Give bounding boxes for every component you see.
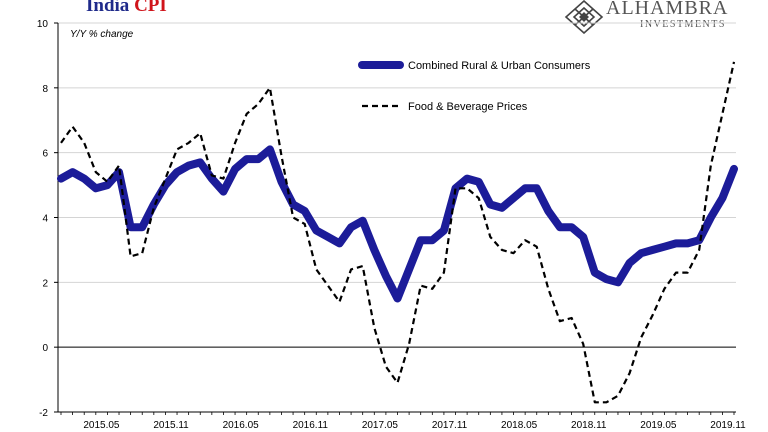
legend: Combined Rural & Urban Consumers Food & B…	[358, 60, 591, 113]
units-note: Y/Y % change	[70, 29, 134, 40]
diamond-lattice-icon	[564, 0, 604, 34]
logo-name: ALHAMBRA	[606, 0, 729, 19]
y-tick-label: 6	[42, 149, 48, 160]
x-tick-label: 2019.05	[640, 420, 677, 431]
y-tick-label: -2	[39, 408, 48, 419]
x-tick-label: 2015.11	[153, 420, 189, 431]
grid-lines	[58, 22, 736, 283]
chart-title: India CPI	[86, 0, 167, 17]
y-tick-label: 0	[42, 343, 48, 354]
y-tick-label: 10	[37, 19, 49, 30]
legend-label-combined: Combined Rural & Urban Consumers	[408, 60, 591, 72]
y-tick-label: 8	[42, 84, 48, 95]
title-cpi: CPI	[134, 0, 167, 16]
series-lines	[57, 61, 738, 404]
x-tick-label: 2018.05	[501, 420, 538, 431]
x-tick-label: 2016.11	[293, 420, 329, 431]
x-tick-label: 2018.11	[571, 420, 607, 431]
axes	[54, 22, 736, 415]
y-tick-label: 4	[42, 214, 48, 225]
series-line-combined	[57, 145, 738, 303]
x-tick-label: 2016.05	[223, 420, 260, 431]
legend-label-food: Food & Beverage Prices	[408, 101, 528, 113]
x-tick-label: 2015.05	[83, 420, 120, 431]
x-tick-label: 2017.11	[432, 420, 468, 431]
title-india: India	[86, 0, 130, 16]
y-tick-label: 2	[42, 278, 48, 289]
alhambra-logo: ALHAMBRA INVESTMENTS	[560, 0, 768, 36]
x-tick-label: 2019.11	[710, 420, 746, 431]
x-tick-label: 2017.05	[362, 420, 399, 431]
x-tick-labels: 2015.05 2015.11 2016.05 2016.11 2017.05 2017.…	[83, 420, 746, 431]
series-line-food	[60, 61, 736, 404]
logo-subtitle: INVESTMENTS	[640, 19, 726, 30]
y-tick-labels: -2 0 2 4 6 8 10	[37, 19, 49, 419]
